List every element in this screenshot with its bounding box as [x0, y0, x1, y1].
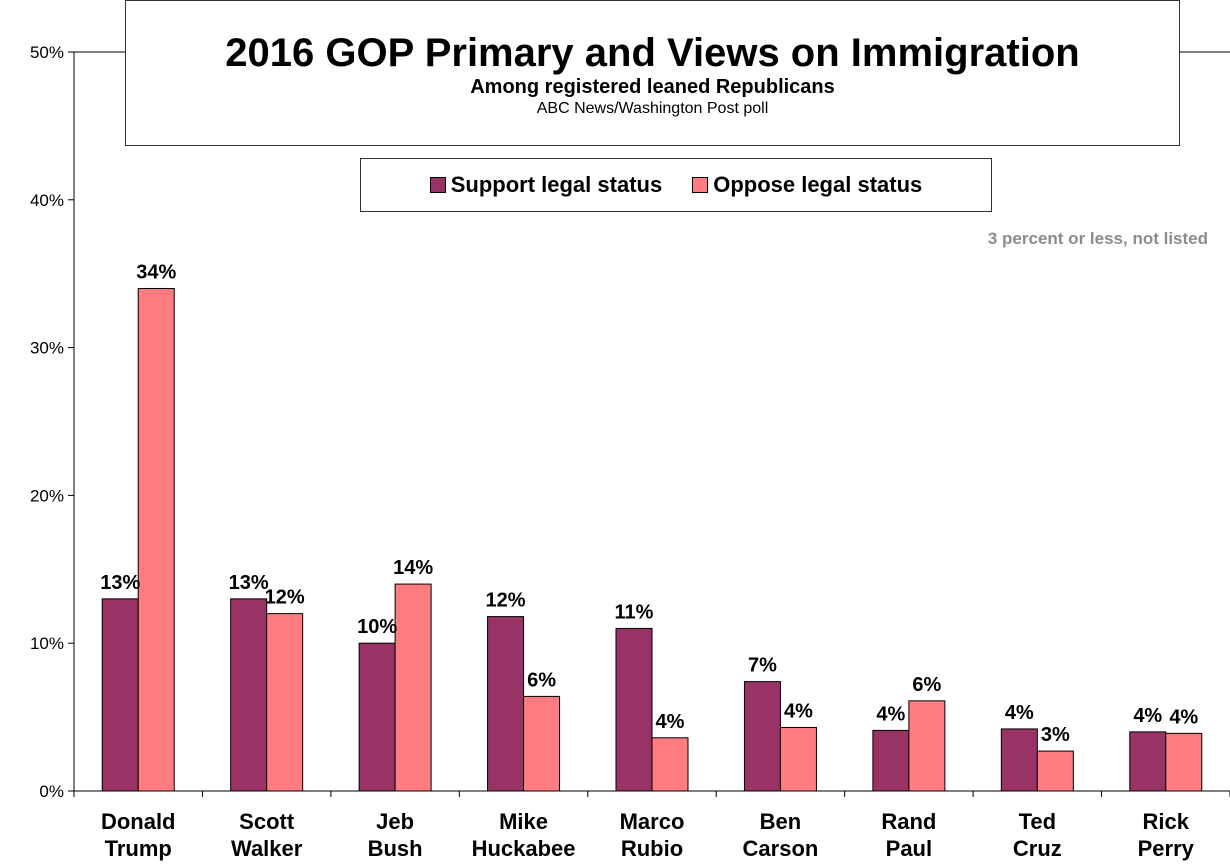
bar-oppose: [779, 726, 817, 792]
bar-support: [872, 729, 910, 792]
y-tick-label: 40%: [30, 191, 64, 210]
x-tick-label: Rand Paul: [881, 809, 936, 861]
data-label-support: 7%: [748, 655, 777, 677]
bar-support: [743, 681, 781, 792]
bar-oppose: [651, 737, 689, 792]
y-tick-label: 30%: [30, 339, 64, 358]
y-tick-label: 50%: [30, 43, 64, 62]
x-tick-label: Ben Carson: [743, 809, 819, 861]
bar-oppose: [523, 695, 561, 792]
data-label-support: 13%: [229, 572, 269, 594]
data-label-support: 4%: [1133, 705, 1162, 727]
data-label-support: 12%: [486, 590, 526, 612]
note-text: 3 percent or less, not listed: [987, 229, 1208, 248]
title-box: 2016 GOP Primary and Views on Immigratio…: [125, 0, 1180, 146]
legend-swatch-support: [429, 177, 446, 193]
data-label-oppose: 12%: [265, 587, 305, 609]
bar-support: [230, 598, 268, 792]
bar-oppose: [1036, 750, 1074, 792]
data-label-support: 13%: [100, 572, 140, 594]
bar-support: [487, 616, 525, 792]
chart-title: 2016 GOP Primary and Views on Immigratio…: [225, 31, 1080, 75]
data-label-support: 11%: [615, 601, 654, 623]
y-tick-label: 20%: [30, 486, 64, 505]
data-label-support: 10%: [357, 616, 397, 638]
chart-source: ABC News/Washington Post poll: [536, 100, 769, 117]
bar-support: [615, 627, 653, 792]
bar-oppose: [1165, 732, 1203, 792]
legend: Support legal status Oppose legal status: [360, 158, 992, 212]
chart-subtitle: Among registered leaned Republicans: [470, 76, 835, 98]
data-label-oppose: 4%: [1169, 706, 1198, 728]
bar-oppose: [137, 287, 175, 792]
x-tick-label: Mike Huckabee: [472, 809, 576, 861]
y-tick-label: 10%: [30, 634, 64, 653]
x-tick-label: Scott Walker: [231, 809, 303, 861]
legend-item-oppose: Oppose legal status: [692, 172, 922, 198]
bar-support: [358, 642, 396, 792]
legend-label-oppose: Oppose legal status: [713, 172, 923, 197]
bar-support: [1129, 731, 1167, 792]
bars-layer: [101, 287, 1203, 792]
x-tick-label: Jeb Bush: [368, 809, 423, 861]
data-label-support: 4%: [876, 703, 905, 725]
bar-oppose: [908, 700, 946, 792]
data-label-oppose: 14%: [393, 557, 433, 579]
x-tick-label: Marco Rubio: [620, 809, 685, 861]
data-label-support: 4%: [1005, 702, 1034, 724]
y-tick-label: 0%: [39, 782, 64, 801]
data-label-oppose: 34%: [136, 261, 176, 283]
data-label-oppose: 6%: [527, 669, 556, 691]
legend-label-support: Support legal status: [450, 172, 663, 197]
legend-swatch-oppose: [692, 177, 709, 193]
x-tick-label: Ted Cruz: [1013, 809, 1062, 861]
bar-support: [101, 598, 139, 792]
bar-support: [1000, 728, 1038, 792]
bar-oppose: [394, 583, 432, 792]
data-label-oppose: 4%: [784, 700, 813, 722]
data-label-oppose: 4%: [656, 711, 685, 733]
legend-item-support: Support legal status: [429, 172, 663, 198]
x-tick-label: Donald Trump: [101, 809, 176, 861]
bar-oppose: [266, 613, 304, 792]
data-label-oppose: 6%: [912, 674, 941, 696]
data-label-oppose: 3%: [1041, 724, 1070, 746]
x-tick-label: Rick Perry: [1138, 809, 1195, 861]
